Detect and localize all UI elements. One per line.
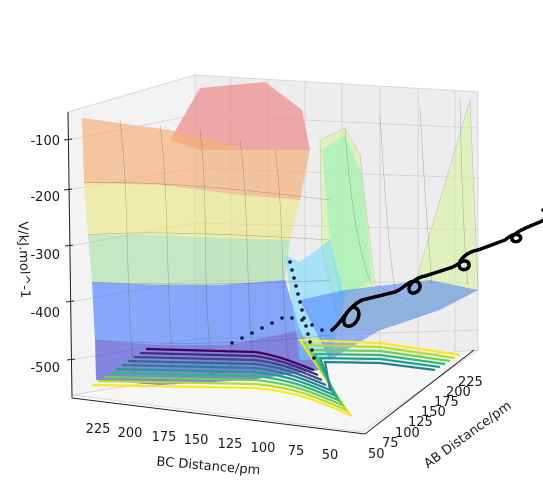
y-tick-label: 50 bbox=[322, 448, 339, 463]
x-tick-label: 200 bbox=[446, 385, 471, 400]
z-axis-label: V/kJ.mol^-1 bbox=[15, 221, 33, 298]
surface-band-green bbox=[88, 235, 290, 285]
y-tick-label: 75 bbox=[288, 444, 305, 459]
surface-band-yellow bbox=[84, 183, 300, 240]
x-tick-label: 175 bbox=[434, 395, 459, 410]
trajectory-path-exit bbox=[330, 208, 543, 332]
y-tick-label: 175 bbox=[152, 430, 177, 445]
x-axis-line bbox=[364, 349, 475, 435]
surface-blue-floor bbox=[300, 280, 478, 360]
y-tick-label: 100 bbox=[251, 441, 276, 456]
x-tick-label: 100 bbox=[395, 426, 420, 441]
x-tick-label: 225 bbox=[458, 375, 483, 390]
x-tick-labels: 50 75 100 125 150 175 200 225 bbox=[368, 375, 483, 462]
y-tick-label: 200 bbox=[118, 426, 143, 441]
z-axis-ticks bbox=[63, 138, 76, 361]
surface-band-orange bbox=[82, 118, 310, 200]
floor-contour bbox=[91, 338, 461, 418]
x-tick-label: 75 bbox=[382, 436, 399, 451]
z-tick-label: -300 bbox=[30, 248, 60, 263]
y-tick-label: 125 bbox=[218, 437, 243, 452]
z-tick-labels: -100 -200 -300 -400 -500 bbox=[30, 134, 60, 376]
x-tick-label: 150 bbox=[421, 405, 446, 420]
y-tick-label: 150 bbox=[184, 433, 209, 448]
trajectory bbox=[230, 208, 543, 360]
z-axis-line bbox=[67, 111, 73, 399]
x-tick-label: 125 bbox=[408, 415, 433, 430]
surface bbox=[82, 82, 479, 386]
surface-band-blue bbox=[92, 280, 300, 345]
surface-mesh bbox=[83, 99, 469, 386]
surface-band-deep-blue bbox=[95, 330, 320, 385]
z-tick-label: -400 bbox=[30, 306, 60, 321]
y-axis-line bbox=[71, 397, 366, 435]
x-tick-label: 50 bbox=[368, 447, 385, 462]
y-axis-label: BC Distance/pm bbox=[156, 455, 261, 479]
z-tick-label: -100 bbox=[30, 134, 60, 149]
y-tick-label: 225 bbox=[86, 422, 111, 437]
surface-band-top bbox=[170, 82, 310, 150]
z-tick-label: -200 bbox=[30, 190, 60, 205]
y-tick-labels: 225 200 175 150 125 100 75 50 bbox=[86, 422, 339, 463]
z-tick-label: -500 bbox=[30, 361, 60, 376]
